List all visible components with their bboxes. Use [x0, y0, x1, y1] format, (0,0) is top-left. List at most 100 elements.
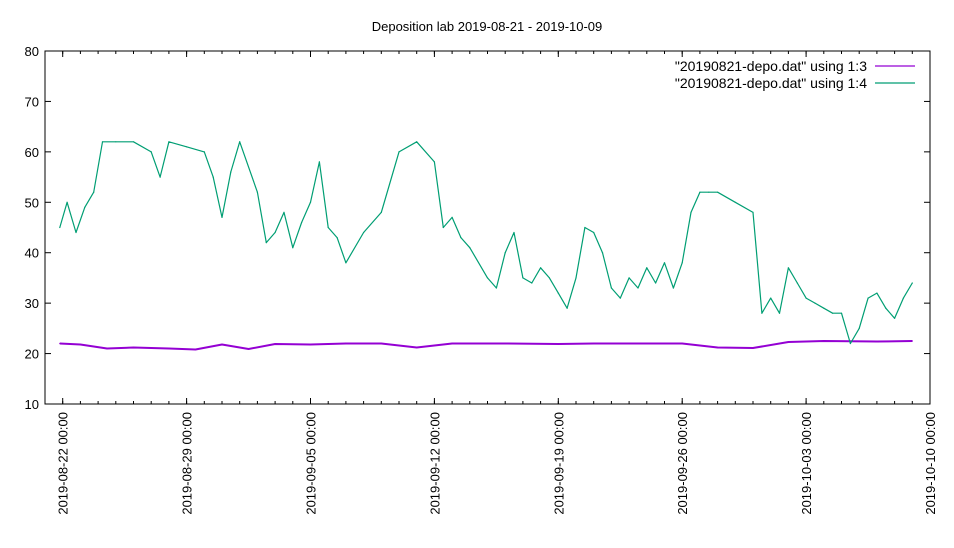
series-2-point [902, 297, 905, 299]
series-2-point [495, 287, 497, 289]
series-2-point [327, 226, 329, 229]
series-2-point [761, 312, 763, 314]
series-2-point [894, 317, 896, 319]
series-2-point [796, 282, 798, 284]
series-2-point [451, 216, 453, 218]
series-2-point [336, 237, 338, 239]
series-2-point [101, 141, 104, 143]
series-2-point [787, 267, 790, 269]
series-2-point [548, 277, 551, 279]
series-2-point [186, 146, 188, 148]
x-tick-label: 2019-09-19 00:00 [551, 412, 566, 515]
chart-title: Deposition lab 2019-08-21 - 2019-10-09 [372, 19, 603, 34]
legend-label-series-1: "20190821-depo.dat" using 1:3 [675, 58, 867, 74]
series-2-point [876, 292, 878, 294]
series-2-point [681, 262, 683, 264]
series-2-point [380, 211, 382, 213]
series-1-point [59, 342, 61, 345]
series-1-point [557, 343, 559, 345]
series-2-point [557, 292, 559, 294]
series-2-point [619, 297, 621, 299]
series-2-point [256, 191, 258, 193]
series-2-point [469, 247, 471, 249]
series-2-point [84, 206, 86, 208]
series-2-point [318, 161, 320, 163]
series-2-point [690, 211, 692, 213]
plot-border [44, 50, 931, 405]
x-tick-label: 2019-08-22 00:00 [56, 412, 71, 515]
series-2-point [540, 267, 542, 269]
series-2-point [814, 302, 816, 304]
series-1-point [132, 346, 135, 349]
series-2-point [628, 277, 630, 279]
series-2-point [274, 231, 276, 234]
series-2-point [239, 141, 241, 143]
series-2-point [601, 252, 604, 254]
legend: "20190821-depo.dat" using 1:3 "20190821-… [675, 58, 915, 91]
series-1-point [194, 348, 197, 351]
series-2-point [734, 201, 736, 203]
series-2-point [433, 161, 435, 163]
series-1-point [416, 346, 418, 349]
series-2-point [212, 176, 214, 178]
series-1-point [823, 340, 825, 342]
series-2-point [858, 327, 860, 329]
series-1-point [787, 341, 790, 343]
series-2-point [708, 191, 710, 193]
series-2-point [292, 247, 294, 249]
x-tick-label: 2019-10-03 00:00 [799, 412, 814, 515]
series-1-point [451, 342, 453, 345]
series-1-point [681, 342, 683, 345]
series-line-2 [59, 141, 913, 345]
axis-layer: 10 20 30 40 50 60 70 80 2019-08-22 00:00 2019-08-… [25, 44, 938, 515]
y-tick-label: 50 [25, 195, 39, 210]
series-1-point [752, 347, 754, 349]
series-1-point [309, 343, 312, 346]
series-2-point [805, 297, 807, 299]
series-2-point [699, 191, 701, 193]
series-2-point [823, 307, 825, 309]
series-2-point [504, 252, 506, 254]
series-2-point [486, 277, 489, 279]
series-2-point [93, 191, 95, 193]
series-2-point [513, 231, 515, 234]
y-tick-label: 80 [25, 44, 39, 59]
series-1-point [168, 347, 170, 350]
y-tick-label: 20 [25, 347, 39, 362]
series-2-point [416, 141, 418, 143]
y-tick-label: 40 [25, 246, 39, 261]
series-2-point [168, 141, 170, 143]
x-tick-label: 2019-09-05 00:00 [304, 412, 319, 515]
series-2-point [230, 171, 232, 173]
y-tick-label: 60 [25, 145, 39, 160]
series-1-point [504, 342, 506, 345]
series-2-point [566, 307, 568, 309]
series-1-point [345, 342, 347, 345]
series-layer [59, 141, 913, 351]
series-1-point [79, 343, 81, 346]
x-tick-label: 2019-09-26 00:00 [675, 412, 690, 515]
series-2-point [309, 201, 312, 203]
series-2-point [531, 282, 533, 284]
series-1-point [593, 342, 595, 345]
series-2-point [655, 282, 657, 284]
series-2-point [265, 242, 267, 244]
series-2-point [646, 267, 648, 269]
legend-label-series-2: "20190821-depo.dat" using 1:4 [675, 75, 867, 91]
series-2-point [832, 312, 834, 314]
series-2-point [672, 287, 675, 289]
series-2-point [522, 277, 524, 279]
series-1-point [628, 342, 630, 345]
series-1-point [248, 348, 250, 350]
series-2-point [593, 231, 595, 234]
series-2-point [363, 231, 365, 234]
series-2-point [159, 176, 161, 178]
series-2-point [203, 151, 205, 153]
series-1-point [274, 343, 276, 345]
series-2-point [301, 221, 303, 224]
series-1-point [876, 340, 878, 343]
y-tick-label: 10 [25, 397, 39, 412]
x-tick-label: 2019-09-12 00:00 [427, 412, 442, 515]
